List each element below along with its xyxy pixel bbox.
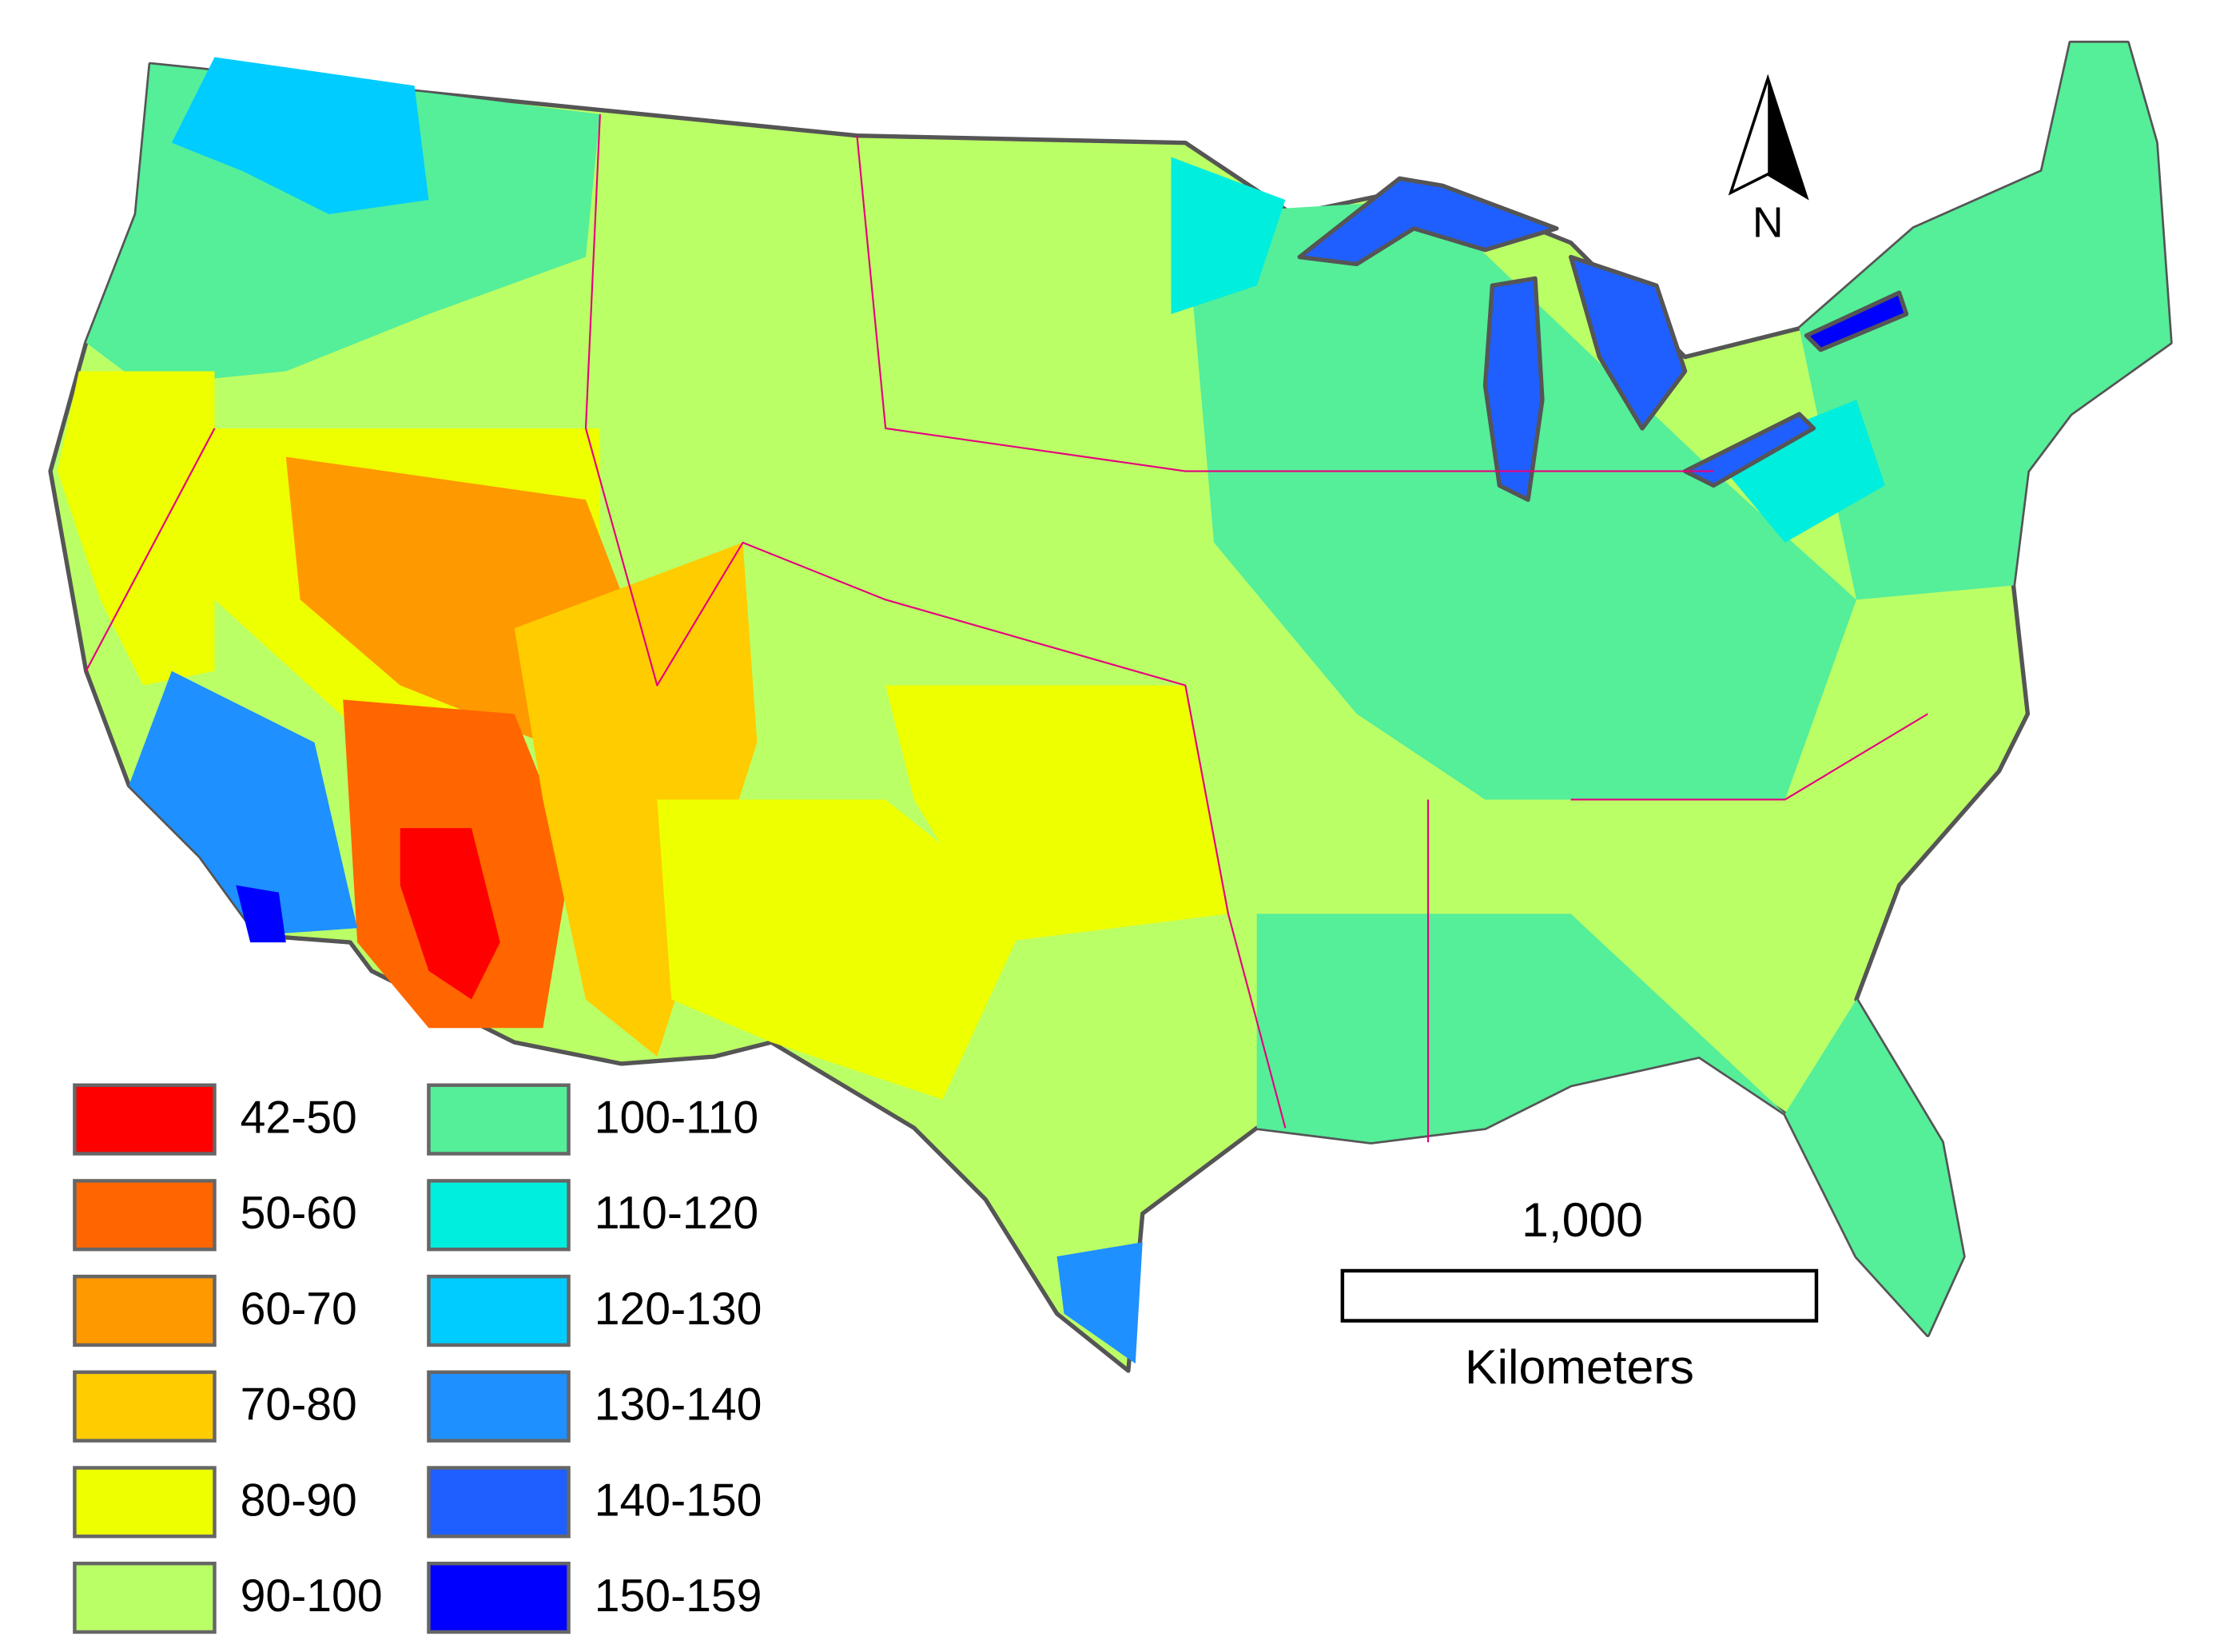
region-southwest-texas bbox=[657, 799, 1028, 1100]
region-ohio-cyan bbox=[1713, 400, 1885, 543]
north-label: N bbox=[1753, 198, 1784, 246]
lake-superior bbox=[1297, 176, 1559, 267]
region-texas-coast bbox=[1056, 1242, 1143, 1364]
region-washington bbox=[171, 57, 429, 214]
legend-label: 80-90 bbox=[241, 1475, 357, 1526]
legend: 42-50 50-60 60-70 70-80 80-90 90-100 100-110 11… bbox=[73, 1083, 762, 1634]
legend-label: 42-50 bbox=[241, 1093, 357, 1144]
scale-bar-rect bbox=[1340, 1268, 1819, 1323]
legend-swatch bbox=[427, 1370, 571, 1443]
legend-swatch bbox=[73, 1179, 217, 1252]
lake-ontario bbox=[1804, 290, 1909, 352]
legend-swatch bbox=[73, 1274, 217, 1347]
lake-erie bbox=[1682, 412, 1816, 488]
legend-label: 50-60 bbox=[241, 1188, 357, 1239]
legend-label: 120-130 bbox=[595, 1284, 762, 1335]
north-arrow: N bbox=[1728, 74, 1809, 246]
legend-swatch bbox=[427, 1274, 571, 1347]
legend-label: 60-70 bbox=[241, 1284, 357, 1335]
basin-line bbox=[1570, 713, 1928, 801]
legend-swatch bbox=[427, 1562, 571, 1634]
great-lakes bbox=[1297, 176, 1909, 502]
legend-label: 70-80 bbox=[241, 1379, 357, 1431]
lake-huron bbox=[1569, 254, 1688, 431]
region-socal-coast bbox=[129, 671, 358, 936]
legend-label: 110-120 bbox=[595, 1188, 759, 1239]
scale-label: 1,000 bbox=[1522, 1192, 1643, 1247]
region-northeast bbox=[1799, 42, 2171, 600]
scale-bar: 1,000 Kilometers bbox=[1340, 1192, 1819, 1394]
region-minnesota-cyan bbox=[1171, 157, 1286, 315]
lake-michigan bbox=[1482, 276, 1545, 502]
legend-label: 90-100 bbox=[241, 1570, 383, 1622]
legend-swatch bbox=[73, 1562, 217, 1634]
basin-lines bbox=[85, 113, 1928, 1143]
region-south-plains bbox=[885, 685, 1228, 943]
basin-line bbox=[85, 428, 216, 672]
scale-unit: Kilometers bbox=[1465, 1340, 1694, 1394]
legend-swatch bbox=[73, 1370, 217, 1443]
legend-label: 140-150 bbox=[595, 1475, 762, 1526]
region-gulf bbox=[1256, 914, 1785, 1143]
region-midwest bbox=[1185, 200, 1856, 800]
us-map bbox=[48, 40, 2173, 1373]
legend-swatch bbox=[73, 1466, 217, 1539]
region-arizona-core bbox=[400, 828, 500, 1000]
region-socal-tip bbox=[236, 885, 286, 943]
legend-label: 150-159 bbox=[595, 1570, 762, 1622]
region-california bbox=[57, 371, 215, 686]
region-florida bbox=[1784, 999, 1963, 1336]
legend-label: 100-110 bbox=[595, 1093, 759, 1144]
basin-line bbox=[856, 135, 1714, 472]
legend-swatch bbox=[427, 1466, 571, 1539]
legend-label: 130-140 bbox=[595, 1379, 762, 1431]
legend-swatch bbox=[427, 1179, 571, 1252]
legend-swatch bbox=[73, 1083, 217, 1156]
legend-swatch bbox=[427, 1083, 571, 1156]
basin-line bbox=[584, 113, 1287, 1129]
